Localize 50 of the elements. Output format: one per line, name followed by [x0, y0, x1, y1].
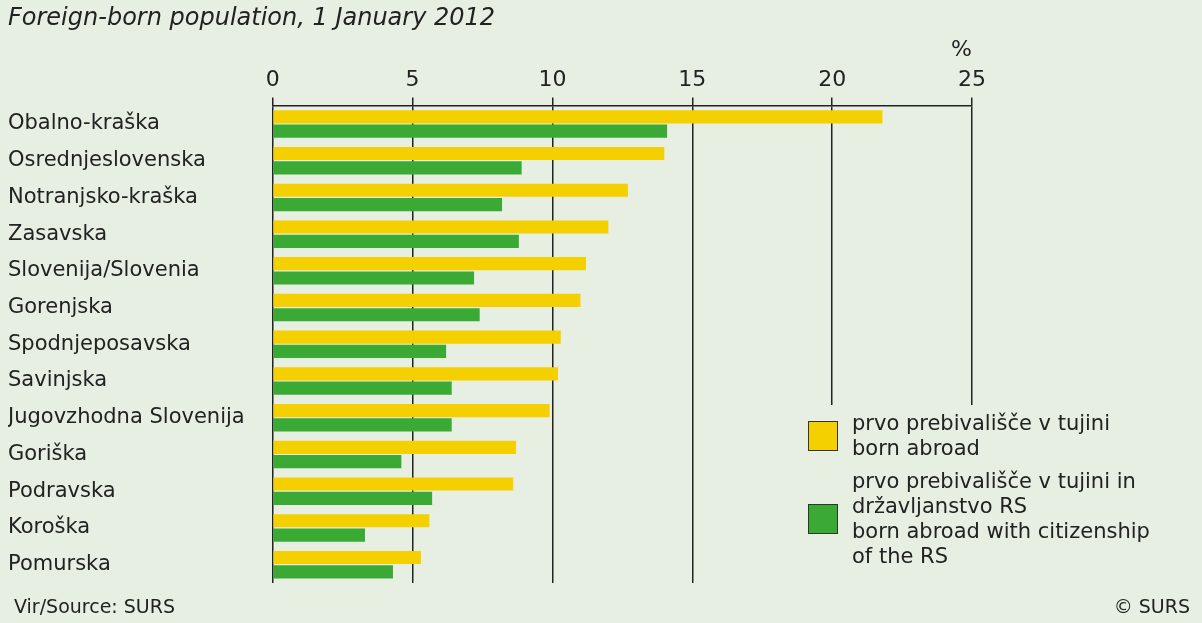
bar — [273, 308, 480, 322]
bar — [273, 565, 393, 579]
x-tick-label: 0 — [265, 66, 280, 92]
bar — [273, 271, 475, 285]
y-tick-label: Savinjska — [8, 367, 108, 392]
legend-label: prvo prebivališče v tujini in državljanstvo RS born abroad with citizenship of the RS — [852, 469, 1151, 569]
y-tick-label: Gorenjska — [8, 294, 113, 319]
y-tick-label: Zasavska — [8, 220, 108, 245]
bar — [273, 404, 550, 418]
bar — [273, 197, 503, 212]
bar — [273, 110, 883, 124]
bar — [273, 418, 452, 432]
x-tick-label: 5 — [405, 66, 420, 92]
bar — [273, 528, 365, 542]
y-tick-label: Osrednjeslovenska — [8, 147, 206, 172]
x-axis-title: % — [951, 35, 972, 61]
y-tick-label: Spodnjeposavska — [8, 330, 191, 355]
bar — [273, 234, 519, 248]
bar — [273, 293, 581, 307]
y-tick-label: Goriška — [8, 440, 88, 465]
bar — [273, 514, 430, 528]
bar — [273, 330, 561, 344]
bar — [273, 381, 452, 395]
bar — [273, 146, 665, 161]
bar — [273, 477, 514, 491]
bar — [273, 161, 522, 175]
text: Vir/Source: SURS — [14, 595, 175, 618]
bar — [273, 550, 421, 565]
bar — [273, 257, 586, 271]
y-tick-label: Slovenija/Slovenia — [8, 257, 200, 282]
y-tick-label: Notranjsko-kraška — [8, 183, 198, 208]
bar — [273, 491, 433, 505]
bar — [273, 367, 558, 381]
bar — [273, 455, 402, 469]
x-tick-label: 10 — [538, 66, 567, 92]
bar — [273, 344, 447, 359]
y-tick-label: Pomurska — [8, 551, 111, 576]
text: © SURS — [1113, 595, 1190, 618]
x-tick-label: 25 — [958, 66, 986, 92]
chart-title: Foreign-born population, 1 January 2012 — [8, 2, 496, 31]
legend-label: prvo prebivališče v tujini born abroad — [852, 411, 1111, 461]
y-tick-label: Podravska — [8, 477, 116, 502]
bar — [273, 220, 609, 234]
bar — [273, 183, 628, 197]
y-tick-label: Obalno-kraška — [8, 110, 160, 135]
x-tick-label: 20 — [818, 66, 847, 92]
y-tick-label: Koroška — [8, 514, 91, 539]
bar — [273, 440, 517, 454]
bar — [273, 124, 668, 138]
x-tick-label: 15 — [678, 66, 707, 92]
